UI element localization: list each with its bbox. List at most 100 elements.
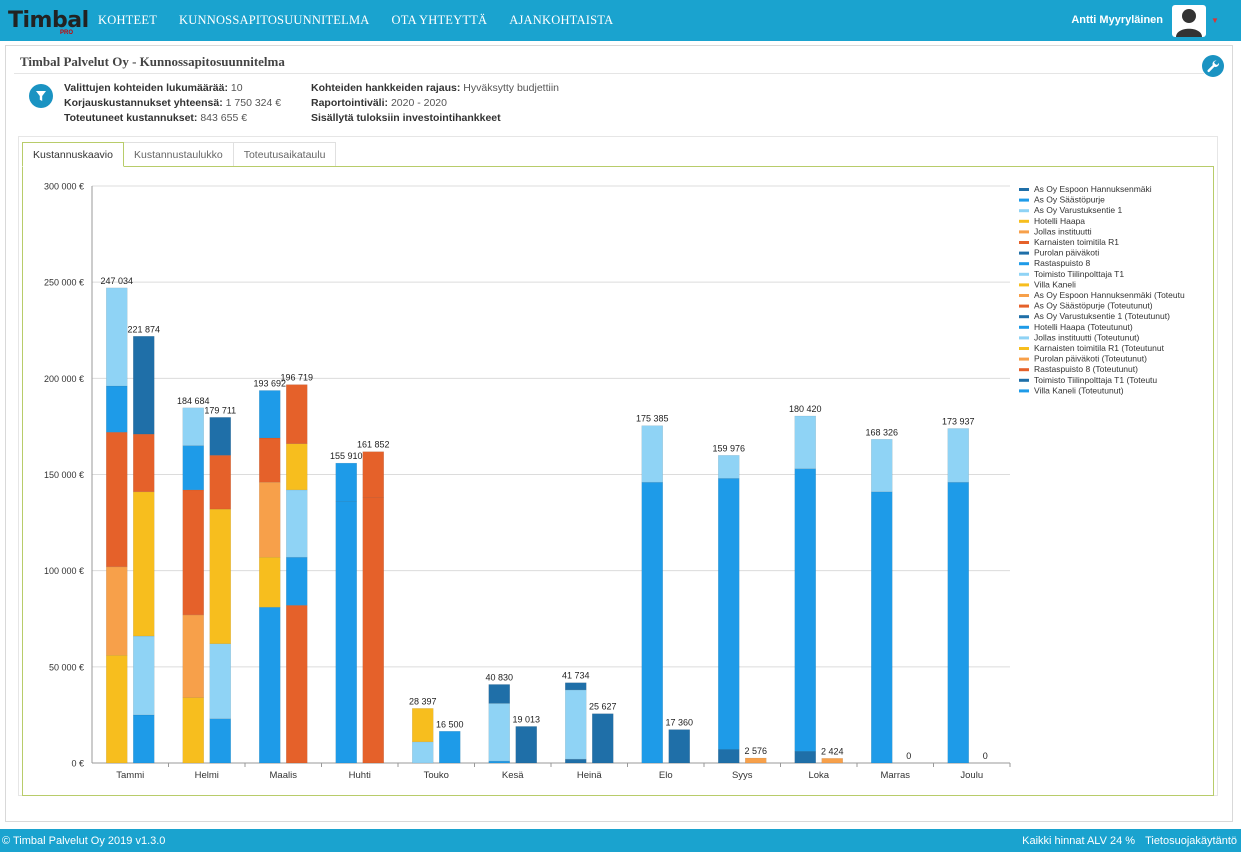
- realized-bar-value-label: 196 719: [280, 373, 313, 383]
- planned-bar-segment: [106, 655, 128, 764]
- planned-bar-segment: [871, 439, 893, 493]
- footer-right: Kaikki hinnat ALV 24 % Tietosuojakäytänt…: [1022, 835, 1237, 847]
- planned-bar-segment: [182, 489, 204, 616]
- legend-swatch: [1019, 198, 1029, 202]
- realized-bar-value-label: 19 013: [512, 714, 540, 724]
- nav-kohteet[interactable]: KOHTEET: [98, 13, 158, 27]
- page-title: Timbal Palvelut Oy - Kunnossapitosuunnit…: [20, 54, 285, 69]
- planned-bar-segment: [335, 501, 357, 764]
- legend-entry: Jollas instituutti (Toteutunut): [1034, 332, 1140, 342]
- tab-panel: 0 € 50 000 € 100 000 € 150 000 € 200 000 € 25…: [22, 166, 1214, 796]
- x-category-label: Tammi: [116, 770, 144, 781]
- x-category-label: Joulu: [960, 770, 983, 781]
- wrench-icon[interactable]: [1202, 55, 1224, 77]
- planned-bar-value-label: 247 034: [100, 276, 133, 286]
- legend-swatch: [1019, 294, 1029, 297]
- summary-interval: Raportointiväli: 2020 - 2020: [311, 97, 447, 109]
- legend-entry: As Oy Espoon Hannuksenmäki (Toteutu: [1034, 290, 1185, 300]
- realized-bar-value-label: 25 627: [589, 702, 617, 712]
- planned-bar-value-label: 28 397: [409, 696, 437, 706]
- legend-entry: As Oy Varustuksentie 1 (Toteutunut): [1034, 311, 1170, 321]
- legend-swatch: [1019, 262, 1029, 266]
- legend-entry: Toimisto Tiilinpolttaja T1 (Toteutu: [1034, 375, 1157, 385]
- realized-bar-segment: [133, 491, 155, 637]
- nav-ota-yhteytta[interactable]: OTA YHTEYTTÄ: [391, 13, 488, 27]
- summary-limit: Kohteiden hankkeiden rajaus: Hyväksytty …: [311, 82, 560, 94]
- realized-bar-value-label: 0: [906, 751, 911, 761]
- realized-bar-segment: [286, 489, 308, 558]
- realized-bar-segment: [209, 643, 231, 720]
- y-tick-label: 100 000 €: [44, 566, 84, 576]
- legend-swatch: [1019, 389, 1029, 393]
- legend-swatch: [1019, 315, 1029, 319]
- logo-pro-label: PRO: [60, 30, 74, 36]
- planned-bar-segment: [259, 606, 281, 764]
- y-tick-label: 200 000 €: [44, 374, 84, 384]
- nav-ajankohtaista[interactable]: AJANKOHTAISTA: [509, 13, 614, 27]
- footer-copyright: © Timbal Palvelut Oy 2019 v1.3.0: [2, 835, 166, 847]
- legend-entry: Jollas instituutti: [1034, 226, 1092, 236]
- planned-bar-segment: [412, 741, 434, 764]
- planned-bar-segment: [794, 415, 816, 469]
- footer: © Timbal Palvelut Oy 2019 v1.3.0 Kaikki …: [0, 829, 1241, 852]
- realized-bar-segment: [668, 729, 690, 764]
- realized-bar-segment: [286, 556, 308, 606]
- planned-bar-segment: [182, 445, 204, 491]
- legend-swatch: [1019, 188, 1029, 191]
- legend-entry: As Oy Säästöpurje: [1034, 195, 1105, 205]
- x-category-label: Touko: [424, 770, 449, 781]
- legend-swatch: [1019, 336, 1029, 340]
- tab-kustannustaulukko[interactable]: Kustannustaulukko: [122, 142, 234, 167]
- nav-kunnossapitosuunnitelma[interactable]: KUNNOSSAPITOSUUNNITELMA: [179, 13, 370, 27]
- planned-bar-segment: [259, 437, 281, 483]
- realized-bar-segment: [209, 508, 231, 645]
- legend-swatch: [1019, 241, 1029, 244]
- planned-bar-value-label: 173 937: [942, 416, 975, 426]
- summary-realized-costs: Toteutuneet kustannukset: 843 655 €: [64, 112, 248, 124]
- footer-vat: Kaikki hinnat ALV 24 %: [1022, 835, 1136, 847]
- planned-bar-segment: [182, 697, 204, 764]
- planned-bar-value-label: 175 385: [636, 414, 669, 424]
- realized-bar-segment: [209, 417, 231, 456]
- tab-toteutusaikataulu[interactable]: Toteutusaikataulu: [232, 142, 337, 167]
- x-category-label: Elo: [659, 770, 673, 781]
- realized-bar-segment: [515, 726, 537, 764]
- planned-bar-segment: [412, 708, 434, 743]
- realized-bar-segment: [439, 731, 461, 764]
- planned-bar-value-label: 159 976: [712, 443, 745, 453]
- legend-entry: Rastaspuisto 8 (Toteutunut): [1034, 364, 1138, 374]
- y-tick-label: 0 €: [71, 759, 84, 769]
- legend-entry: Toimisto Tiilinpolttaja T1: [1034, 269, 1124, 279]
- tab-bar: Kustannuskaavio Kustannustaulukko Toteut…: [22, 142, 337, 167]
- summary-count: Valittujen kohteiden lukumäärää: 10: [64, 82, 243, 94]
- realized-bar-segment: [133, 336, 155, 435]
- tab-kustannuskaavio[interactable]: Kustannuskaavio: [22, 142, 124, 167]
- planned-bar-segment: [488, 760, 510, 764]
- legend-entry: Purolan päiväkoti: [1034, 248, 1099, 258]
- filter-icon[interactable]: [29, 84, 53, 108]
- realized-bar-segment: [286, 605, 308, 764]
- planned-bar-segment: [565, 689, 587, 760]
- planned-bar-segment: [182, 407, 204, 446]
- realized-bar-segment: [286, 384, 308, 444]
- timbal-logo[interactable]: Timbal: [8, 8, 89, 33]
- planned-bar-segment: [259, 390, 281, 439]
- user-name[interactable]: Antti Myyryläinen: [1071, 14, 1163, 26]
- chevron-down-icon[interactable]: ▼: [1211, 16, 1219, 25]
- planned-bar-segment: [488, 684, 510, 704]
- planned-bar-segment: [794, 468, 816, 752]
- planned-bar-segment: [335, 462, 357, 502]
- realized-bar-segment: [362, 451, 384, 498]
- summary-right: Kohteiden hankkeiden rajaus: Hyväksytty …: [311, 81, 559, 126]
- user-avatar-icon[interactable]: [1172, 5, 1206, 37]
- title-divider: [14, 73, 1204, 74]
- legend-swatch: [1019, 357, 1029, 361]
- y-tick-label: 150 000 €: [44, 470, 84, 480]
- planned-bar-value-label: 155 910: [330, 451, 363, 461]
- legend-entry: Villa Kaneli: [1034, 279, 1076, 289]
- legend-entry: Rastaspuisto 8: [1034, 258, 1090, 268]
- main-panel: Timbal Palvelut Oy - Kunnossapitosuunnit…: [5, 45, 1233, 822]
- footer-privacy-link[interactable]: Tietosuojakäytäntö: [1145, 835, 1237, 847]
- realized-bar-segment: [362, 497, 384, 764]
- x-category-label: Syys: [732, 770, 753, 781]
